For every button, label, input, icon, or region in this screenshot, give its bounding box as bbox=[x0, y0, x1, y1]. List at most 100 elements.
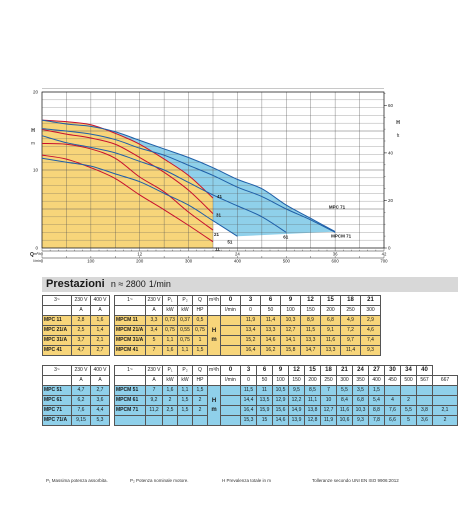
head-value: 16,2 bbox=[260, 345, 281, 356]
p2-kw: 1,5 bbox=[177, 395, 193, 406]
amps-400: 5,3 bbox=[90, 415, 110, 426]
header-cell: 40 bbox=[416, 365, 433, 376]
y-axis-label-ft: ft bbox=[397, 133, 400, 138]
header-cell: 400 V bbox=[90, 295, 110, 306]
tick-label-lmin: 400 bbox=[234, 259, 242, 264]
p2-kw: 1,1 bbox=[177, 345, 193, 356]
header-cell: 567 bbox=[416, 375, 433, 386]
header-cell: A bbox=[71, 305, 91, 316]
header-cell: l/min bbox=[220, 305, 241, 316]
head-value: 14,6 bbox=[260, 335, 281, 346]
x-axis-unit-m3h: m³/h bbox=[34, 252, 41, 256]
header-cell: m³/h bbox=[207, 365, 221, 376]
header-cell: 230 V bbox=[71, 365, 91, 376]
amps-400: 1,4 bbox=[90, 325, 110, 336]
head-value bbox=[384, 385, 401, 396]
head-value: 13,5 bbox=[256, 395, 273, 406]
head-value bbox=[432, 385, 458, 396]
head-value: 13,8 bbox=[304, 405, 321, 416]
head-value: 7,2 bbox=[340, 325, 361, 336]
header-cell: 250 bbox=[320, 375, 337, 386]
head-value: 13,4 bbox=[240, 325, 261, 336]
x-axis-unit-lmin: l/min bbox=[33, 259, 41, 263]
header-cell: 100 bbox=[280, 305, 301, 316]
header-cell: Q bbox=[192, 295, 208, 306]
y-axis-label-m: m bbox=[31, 140, 35, 145]
p1-kw bbox=[162, 415, 178, 426]
amps-1ph bbox=[145, 415, 163, 426]
header-cell: P₁ bbox=[162, 295, 178, 306]
y-tick-label-ft: 0 bbox=[388, 246, 391, 251]
header-cell: 150 bbox=[288, 375, 305, 386]
header-cell: m³/h bbox=[207, 295, 221, 306]
header-cell: 200 bbox=[320, 305, 341, 316]
model-1ph bbox=[114, 415, 146, 426]
model-1ph: MPCM 51 bbox=[114, 385, 146, 396]
header-cell: 30 bbox=[384, 365, 401, 376]
model-3ph: MPC 11 bbox=[42, 315, 72, 326]
head-value: 14,4 bbox=[240, 395, 257, 406]
header-cell: 50 bbox=[260, 305, 281, 316]
header-cell: 15 bbox=[304, 365, 321, 376]
y-axis-label-h: H bbox=[31, 128, 35, 134]
head-value: 7 bbox=[320, 385, 337, 396]
header-cell: 200 bbox=[304, 375, 321, 386]
head-value: 16,4 bbox=[240, 345, 261, 356]
header-cell: 6 bbox=[260, 295, 281, 306]
tick-label-m3h: 42 bbox=[382, 252, 387, 257]
header-cell: 350 bbox=[352, 375, 369, 386]
header-cell: 34 bbox=[400, 365, 417, 376]
head-value: 6,8 bbox=[320, 315, 341, 326]
y-tick-label-ft: 60 bbox=[388, 103, 394, 108]
header-cell: 50 bbox=[256, 375, 273, 386]
amps-230: 9,15 bbox=[71, 415, 91, 426]
curve-label: 51 bbox=[227, 239, 233, 244]
curve-label: MPCM 71 bbox=[331, 234, 352, 239]
tick-label-lmin: 100 bbox=[87, 259, 95, 264]
tick-label-lmin: 500 bbox=[283, 259, 291, 264]
head-value: 13,3 bbox=[300, 335, 321, 346]
p2-kw bbox=[177, 415, 193, 426]
head-value: 15,8 bbox=[280, 345, 301, 356]
table-row: MPC 41 4,7 2,7 MPCM 41 7 1,6 1,1 1,5 16,4 16,2 15,… bbox=[42, 345, 381, 356]
head-value: 2,9 bbox=[360, 315, 381, 326]
header-cell: 21 bbox=[360, 295, 381, 306]
p2-hp: 2 bbox=[192, 405, 208, 416]
header-cell: 150 bbox=[300, 305, 321, 316]
header-cell: 0 bbox=[220, 365, 241, 376]
head-value bbox=[416, 385, 433, 396]
header-cell: A bbox=[90, 305, 110, 316]
head-value: 2 bbox=[400, 395, 417, 406]
header-cell: 500 bbox=[400, 375, 417, 386]
model-3ph: MPC 31/A bbox=[42, 335, 72, 346]
tick-label-lmin: 300 bbox=[185, 259, 193, 264]
head-value: 8,4 bbox=[336, 395, 353, 406]
p2-hp: 1,5 bbox=[192, 385, 208, 396]
head-value: 11,4 bbox=[260, 315, 281, 326]
head-value: 15,6 bbox=[272, 405, 289, 416]
head-value: 14,7 bbox=[300, 345, 321, 356]
head-value bbox=[400, 385, 417, 396]
header-cell: kW bbox=[177, 305, 193, 316]
header-cell: 300 bbox=[360, 305, 381, 316]
model-1ph: MPCM 21/A bbox=[114, 325, 146, 336]
header-cell: 15 bbox=[320, 295, 341, 306]
amps-1ph: 11,2 bbox=[145, 405, 163, 416]
header-cell: Q bbox=[192, 365, 208, 376]
head-value: 9,5 bbox=[288, 385, 305, 396]
head-value bbox=[416, 395, 433, 406]
amps-1ph: 5 bbox=[145, 335, 163, 346]
model-3ph: MPC 51 bbox=[42, 385, 72, 396]
curve-label: 21 bbox=[214, 232, 220, 237]
tick-label-lmin: 700 bbox=[380, 259, 388, 264]
header-cell bbox=[207, 375, 221, 386]
head-value: 1,5 bbox=[368, 385, 385, 396]
amps-230: 3,7 bbox=[71, 335, 91, 346]
curve-label: 61 bbox=[283, 234, 289, 239]
amps-400: 3,6 bbox=[90, 395, 110, 406]
head-value: 15,3 bbox=[240, 415, 257, 426]
p1-kw: 0,73 bbox=[162, 315, 178, 326]
header-cell: 9 bbox=[280, 295, 301, 306]
